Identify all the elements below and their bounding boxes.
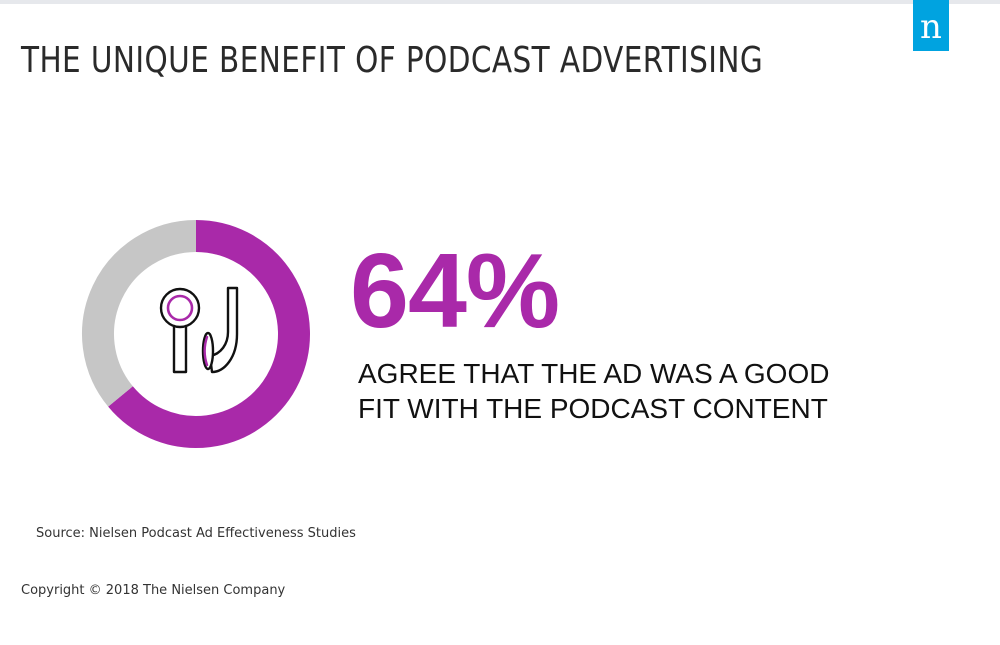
donut-slice-other xyxy=(82,220,197,407)
donut-slice-agree xyxy=(108,220,310,448)
donut-chart xyxy=(82,220,310,448)
page-title: THE UNIQUE BENEFIT OF PODCAST ADVERTISIN… xyxy=(21,40,764,81)
stat-percentage: 64% xyxy=(350,232,560,350)
source-note: Source: Nielsen Podcast Ad Effectiveness… xyxy=(36,526,356,541)
earbud-right-stem xyxy=(208,286,239,374)
earbud-left-stem xyxy=(172,324,188,374)
top-rule xyxy=(0,0,1000,4)
nielsen-logo-letter: n xyxy=(920,7,942,47)
nielsen-logo: n xyxy=(913,0,949,51)
stat-caption: AGREE THAT THE AD WAS A GOOD FIT WITH TH… xyxy=(358,358,830,424)
earbud-left-speaker xyxy=(166,294,194,322)
earbuds-icon xyxy=(159,286,239,374)
copyright-note: Copyright © 2018 The Nielsen Company xyxy=(21,583,286,598)
earbud-right-speaker-accent xyxy=(203,335,209,367)
donut-slices xyxy=(82,220,310,448)
earbud-left-head xyxy=(159,287,201,329)
